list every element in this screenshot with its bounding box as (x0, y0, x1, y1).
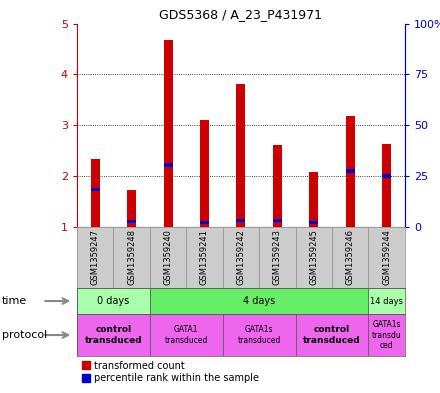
Text: GATA1s
transduced: GATA1s transduced (238, 325, 281, 345)
Text: 0 days: 0 days (97, 296, 129, 306)
Bar (273, 145, 282, 227)
Bar (236, 219, 246, 222)
Bar (345, 116, 355, 227)
Text: GSM1359246: GSM1359246 (346, 229, 355, 285)
Text: GSM1359245: GSM1359245 (309, 229, 318, 285)
Legend: transformed count, percentile rank within the sample: transformed count, percentile rank withi… (82, 360, 260, 384)
Text: GATA1s
transdu
ced: GATA1s transdu ced (372, 320, 401, 350)
Bar (200, 120, 209, 227)
Bar (164, 40, 172, 227)
Text: GSM1359244: GSM1359244 (382, 229, 391, 285)
Text: 14 days: 14 days (370, 297, 403, 305)
FancyBboxPatch shape (368, 314, 405, 356)
Text: time: time (2, 296, 27, 306)
FancyBboxPatch shape (368, 288, 405, 314)
FancyBboxPatch shape (150, 288, 368, 314)
Text: GSM1359242: GSM1359242 (236, 229, 246, 285)
FancyBboxPatch shape (296, 314, 368, 356)
FancyBboxPatch shape (77, 314, 150, 356)
Bar (200, 221, 209, 224)
Bar (236, 84, 246, 227)
FancyBboxPatch shape (150, 314, 223, 356)
Bar (309, 173, 318, 227)
Bar (382, 145, 391, 227)
FancyBboxPatch shape (223, 314, 296, 356)
Bar (164, 163, 172, 167)
Bar (91, 159, 100, 227)
Bar (382, 174, 391, 178)
Bar (91, 188, 100, 191)
Bar (127, 190, 136, 227)
Bar (309, 221, 318, 224)
Bar (127, 220, 136, 224)
Bar (345, 169, 355, 173)
Title: GDS5368 / A_23_P431971: GDS5368 / A_23_P431971 (159, 8, 323, 21)
Bar (273, 219, 282, 222)
Text: 4 days: 4 days (243, 296, 275, 306)
Text: control
transduced: control transduced (303, 325, 361, 345)
Text: GSM1359240: GSM1359240 (164, 229, 172, 285)
Text: GSM1359243: GSM1359243 (273, 229, 282, 285)
Text: GSM1359247: GSM1359247 (91, 229, 100, 285)
Text: control
transduced: control transduced (84, 325, 142, 345)
Text: GSM1359248: GSM1359248 (127, 229, 136, 285)
FancyBboxPatch shape (77, 288, 150, 314)
Text: GATA1
transduced: GATA1 transduced (165, 325, 208, 345)
Text: GSM1359241: GSM1359241 (200, 229, 209, 285)
Text: protocol: protocol (2, 330, 48, 340)
